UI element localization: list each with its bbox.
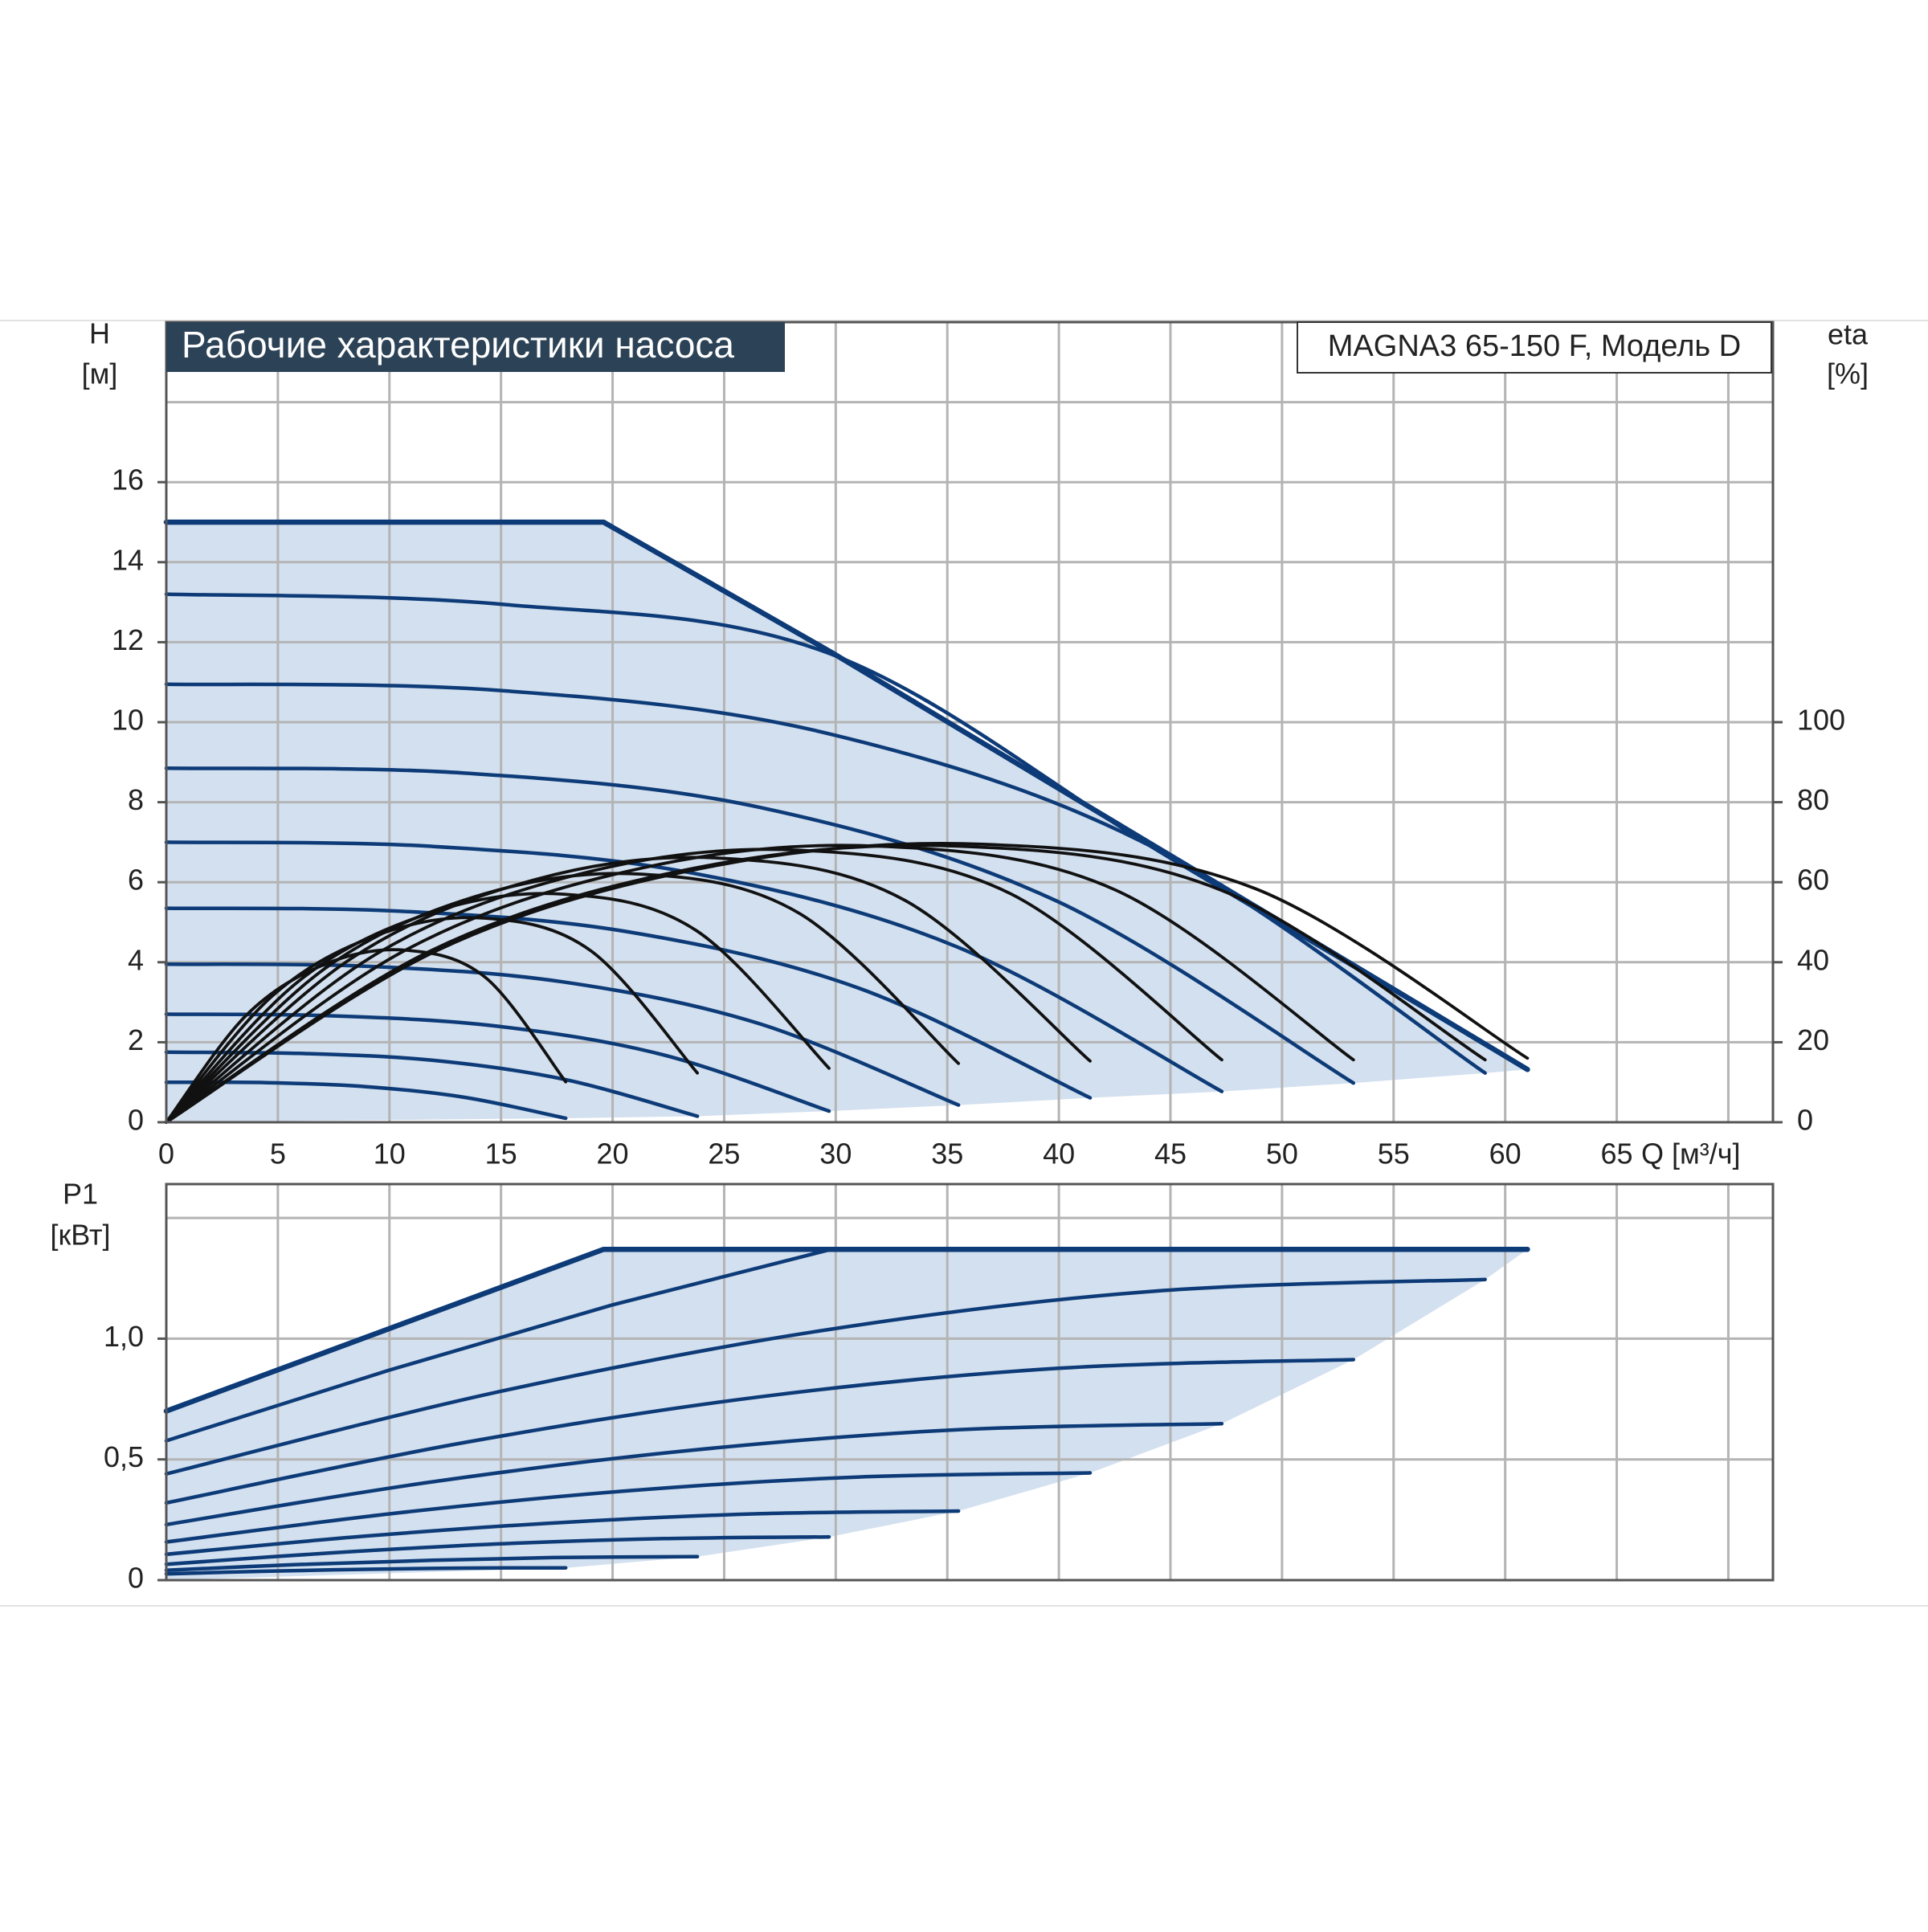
y-axis-label: P1 <box>63 1178 98 1211</box>
title-box <box>166 322 785 372</box>
y-tick-label: 14 <box>112 543 144 576</box>
performance-curve <box>164 1277 1487 1476</box>
model-label: MAGNA3 65-150 F, Модель D <box>1328 329 1741 363</box>
chart-title: Рабочие характеристики насоса <box>182 324 734 366</box>
operating-area <box>166 1249 1528 1580</box>
y-tick-label: 16 <box>112 464 144 496</box>
plot: 0 5 10 15 20 25 30 35 40 45 50 55 60 65 0 2 4 6 8 10 12 14 16 0… <box>112 321 1845 1170</box>
y-tick-label: 12 <box>112 623 144 656</box>
x-tick-label: 65 <box>1601 1138 1633 1170</box>
y-tick-label: 8 <box>128 783 144 816</box>
performance-curve <box>164 592 1530 1072</box>
y2-tick-label: 100 <box>1797 704 1845 737</box>
efficiency-curve <box>165 948 568 1124</box>
x-tick-label: 60 <box>1489 1138 1522 1170</box>
model-box <box>1297 321 1772 374</box>
x-tick-label: 55 <box>1378 1138 1410 1170</box>
y2-axis-label: eta <box>1828 318 1869 351</box>
y-axis-label: H <box>89 317 110 350</box>
performance-curve <box>164 1012 831 1113</box>
y-tick-label: 1,0 <box>104 1320 144 1353</box>
x-tick-label: 0 <box>158 1138 174 1170</box>
x-tick-label: 10 <box>374 1138 406 1170</box>
y-tick-label: 0 <box>128 1562 144 1595</box>
y2-axis-unit: [%] <box>1827 357 1869 390</box>
performance-curve <box>164 1534 831 1566</box>
x-tick-label: 30 <box>819 1138 852 1170</box>
y-tick-label: 6 <box>128 864 144 897</box>
x-tick-label: 20 <box>597 1138 629 1170</box>
performance-curve <box>164 1554 700 1572</box>
y2-tick-label: 80 <box>1797 783 1829 816</box>
performance-curve <box>164 1247 1530 1443</box>
operating-area <box>166 522 1528 1122</box>
efficiency-curve <box>165 848 1223 1124</box>
x-tick-label: 50 <box>1266 1138 1298 1170</box>
x-tick-label: 15 <box>485 1138 517 1170</box>
y-tick-label: 2 <box>128 1023 144 1056</box>
y2-tick-label: 40 <box>1797 943 1829 976</box>
efficiency-curve <box>165 843 1355 1124</box>
plot-frame <box>165 321 1775 1124</box>
performance-curve <box>164 682 1487 1075</box>
y-tick-label: 0 <box>128 1104 144 1137</box>
performance-curve <box>164 1421 1224 1527</box>
performance-curve <box>164 1358 1356 1505</box>
plot-frame <box>165 1182 1775 1582</box>
y2-tick-label: 20 <box>1797 1023 1829 1056</box>
x-tick-label: 35 <box>931 1138 963 1170</box>
efficiency-curve <box>165 856 1092 1124</box>
performance-curve <box>164 1471 1093 1544</box>
performance-curve <box>164 906 1093 1100</box>
y2-tick-label: 0 <box>1797 1104 1813 1137</box>
x-tick-label: 25 <box>708 1138 740 1170</box>
efficiency-curve <box>165 841 1530 1124</box>
x-tick-label: 45 <box>1154 1138 1187 1170</box>
y-tick-label: 10 <box>112 704 144 737</box>
plot: 0 0,5 1,0 <box>104 1182 1775 1595</box>
y-tick-label: 0,5 <box>104 1440 144 1473</box>
performance-curve <box>164 1566 568 1576</box>
x-axis-label: Q [м³/ч] <box>1641 1138 1741 1170</box>
y-tick-label: 4 <box>128 943 144 976</box>
performance-curve <box>164 1509 961 1557</box>
performance-curve <box>164 766 1356 1085</box>
performance-curve <box>164 962 961 1107</box>
efficiency-curve <box>165 916 699 1124</box>
x-tick-label: 5 <box>270 1138 286 1170</box>
y2-tick-label: 60 <box>1797 864 1829 897</box>
y-axis-unit: [м] <box>82 357 118 390</box>
y-axis-unit: [кВт] <box>50 1219 110 1252</box>
performance-curve <box>164 840 1224 1093</box>
x-tick-label: 40 <box>1043 1138 1075 1170</box>
performance-curve <box>164 1080 568 1121</box>
plots: 0 5 10 15 20 25 30 35 40 45 50 55 60 65 0 2 4 6 8 10 12 14 16 0… <box>104 321 1845 1595</box>
